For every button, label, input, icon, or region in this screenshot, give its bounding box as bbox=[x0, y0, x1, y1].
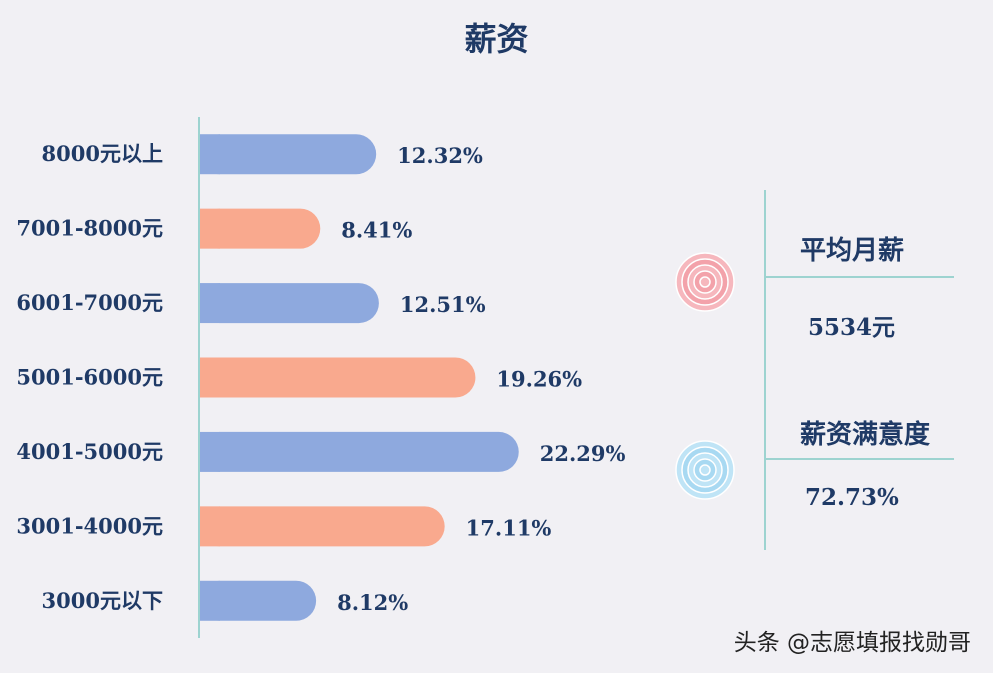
category-label: 8000元以上 bbox=[42, 141, 163, 166]
value-label: 12.51% bbox=[400, 292, 486, 317]
category-label: 3001-4000元 bbox=[16, 513, 163, 538]
value-label: 22.29% bbox=[540, 441, 626, 466]
category-label: 3000元以下 bbox=[42, 588, 163, 613]
value-label: 8.12% bbox=[337, 590, 408, 615]
rose-pink-icon bbox=[675, 252, 735, 312]
bar-2 bbox=[200, 283, 379, 324]
category-label: 4001-5000元 bbox=[16, 439, 163, 464]
bar-3-base bbox=[200, 357, 220, 398]
bar-2-base bbox=[200, 283, 220, 324]
bar-0-base bbox=[200, 134, 220, 175]
category-label: 6001-7000元 bbox=[16, 290, 163, 315]
stats-divider-bottom bbox=[764, 458, 954, 460]
bar-6-base bbox=[200, 580, 220, 621]
chart-title: 薪资 bbox=[464, 20, 529, 58]
satisfaction-title: 薪资满意度 bbox=[800, 420, 931, 450]
avg-salary-title: 平均月薪 bbox=[800, 236, 905, 266]
value-label: 19.26% bbox=[496, 367, 582, 392]
satisfaction-value: 72.73% bbox=[805, 484, 899, 511]
value-label: 8.41% bbox=[341, 218, 412, 243]
bar-6 bbox=[200, 580, 317, 621]
bar-4 bbox=[200, 431, 519, 472]
category-label: 5001-6000元 bbox=[16, 365, 163, 390]
bar-0 bbox=[200, 134, 377, 175]
bar-5 bbox=[200, 506, 445, 547]
stats-vertical-divider bbox=[764, 190, 766, 550]
watermark: 头条 @志愿填报找勋哥 bbox=[733, 630, 971, 656]
bar-3 bbox=[200, 357, 476, 398]
value-label: 17.11% bbox=[466, 515, 552, 540]
category-label: 7001-8000元 bbox=[16, 216, 163, 241]
stats-divider-top bbox=[764, 276, 954, 278]
value-label: 12.32% bbox=[397, 143, 483, 168]
bar-1-base bbox=[200, 208, 220, 249]
bar-1 bbox=[200, 208, 321, 249]
bar-4-base bbox=[200, 431, 220, 472]
avg-salary-value: 5534元 bbox=[808, 314, 896, 341]
bar-5-base bbox=[200, 506, 220, 547]
rose-blue-icon bbox=[675, 440, 735, 500]
